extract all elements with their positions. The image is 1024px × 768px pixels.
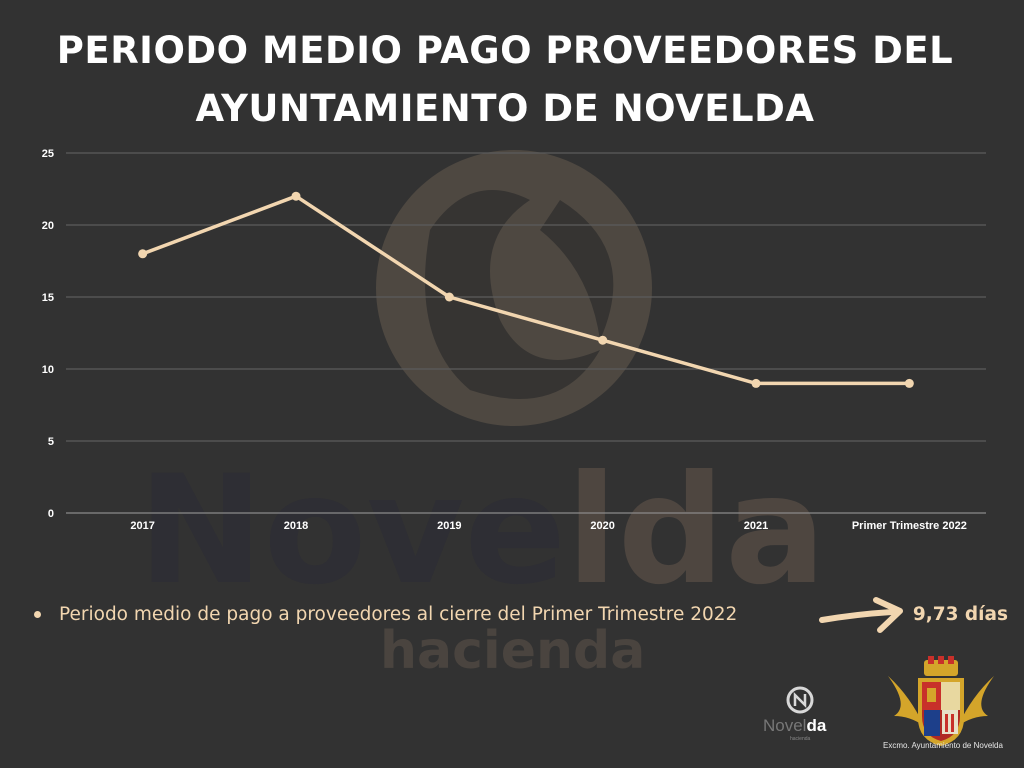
data-point	[751, 378, 761, 388]
novelda-hacienda-logo: Novelda hacienda	[760, 686, 840, 742]
series-line	[140, 194, 912, 386]
x-tick-label: Primer Trimestre 2022	[852, 520, 967, 532]
title-line-2: AYUNTAMIENTO DE NOVELDA	[195, 87, 815, 130]
page-title: PERIODO MEDIO PAGO PROVEEDORES DEL AYUNT…	[0, 22, 1010, 138]
footnote: Periodo medio de pago a proveedores al c…	[34, 604, 737, 625]
y-tick-label: 10	[42, 364, 54, 376]
footnote-text: Periodo medio de pago a proveedores al c…	[59, 604, 738, 625]
y-tick-label: 0	[48, 508, 54, 520]
data-point	[904, 378, 914, 388]
x-tick-label: 2021	[744, 520, 768, 532]
data-point	[598, 335, 608, 345]
coat-of-arms-icon	[888, 656, 994, 746]
y-tick-label: 25	[42, 148, 54, 160]
data-point	[138, 249, 148, 259]
footnote-value: 9,73 días	[912, 604, 1008, 625]
arrow-right-icon	[819, 597, 903, 633]
logo-subtext: hacienda	[790, 736, 811, 742]
x-tick-label: 2020	[590, 520, 614, 532]
y-tick-label: 5	[48, 436, 54, 448]
watermark-sub: hacienda	[380, 621, 645, 681]
n-circle-icon	[786, 686, 814, 714]
data-point	[291, 191, 301, 201]
x-tick-label: 2017	[130, 520, 154, 532]
logo-wordmark: Novelda	[763, 716, 827, 735]
x-tick-label: 2019	[437, 520, 461, 532]
bullet-icon	[34, 611, 41, 618]
x-tick-label: 2018	[284, 520, 308, 532]
y-tick-label: 15	[42, 292, 54, 304]
crest-caption: Excmo. Ayuntamiento de Novelda	[883, 741, 1003, 750]
title-line-1: PERIODO MEDIO PAGO PROVEEDORES DEL	[56, 29, 954, 72]
data-point	[444, 292, 454, 302]
y-tick-label: 20	[42, 220, 54, 232]
line-chart: 0 5 10 15 20 25 2017 2018 2019 2020 2021 Primer Tri…	[42, 148, 986, 532]
